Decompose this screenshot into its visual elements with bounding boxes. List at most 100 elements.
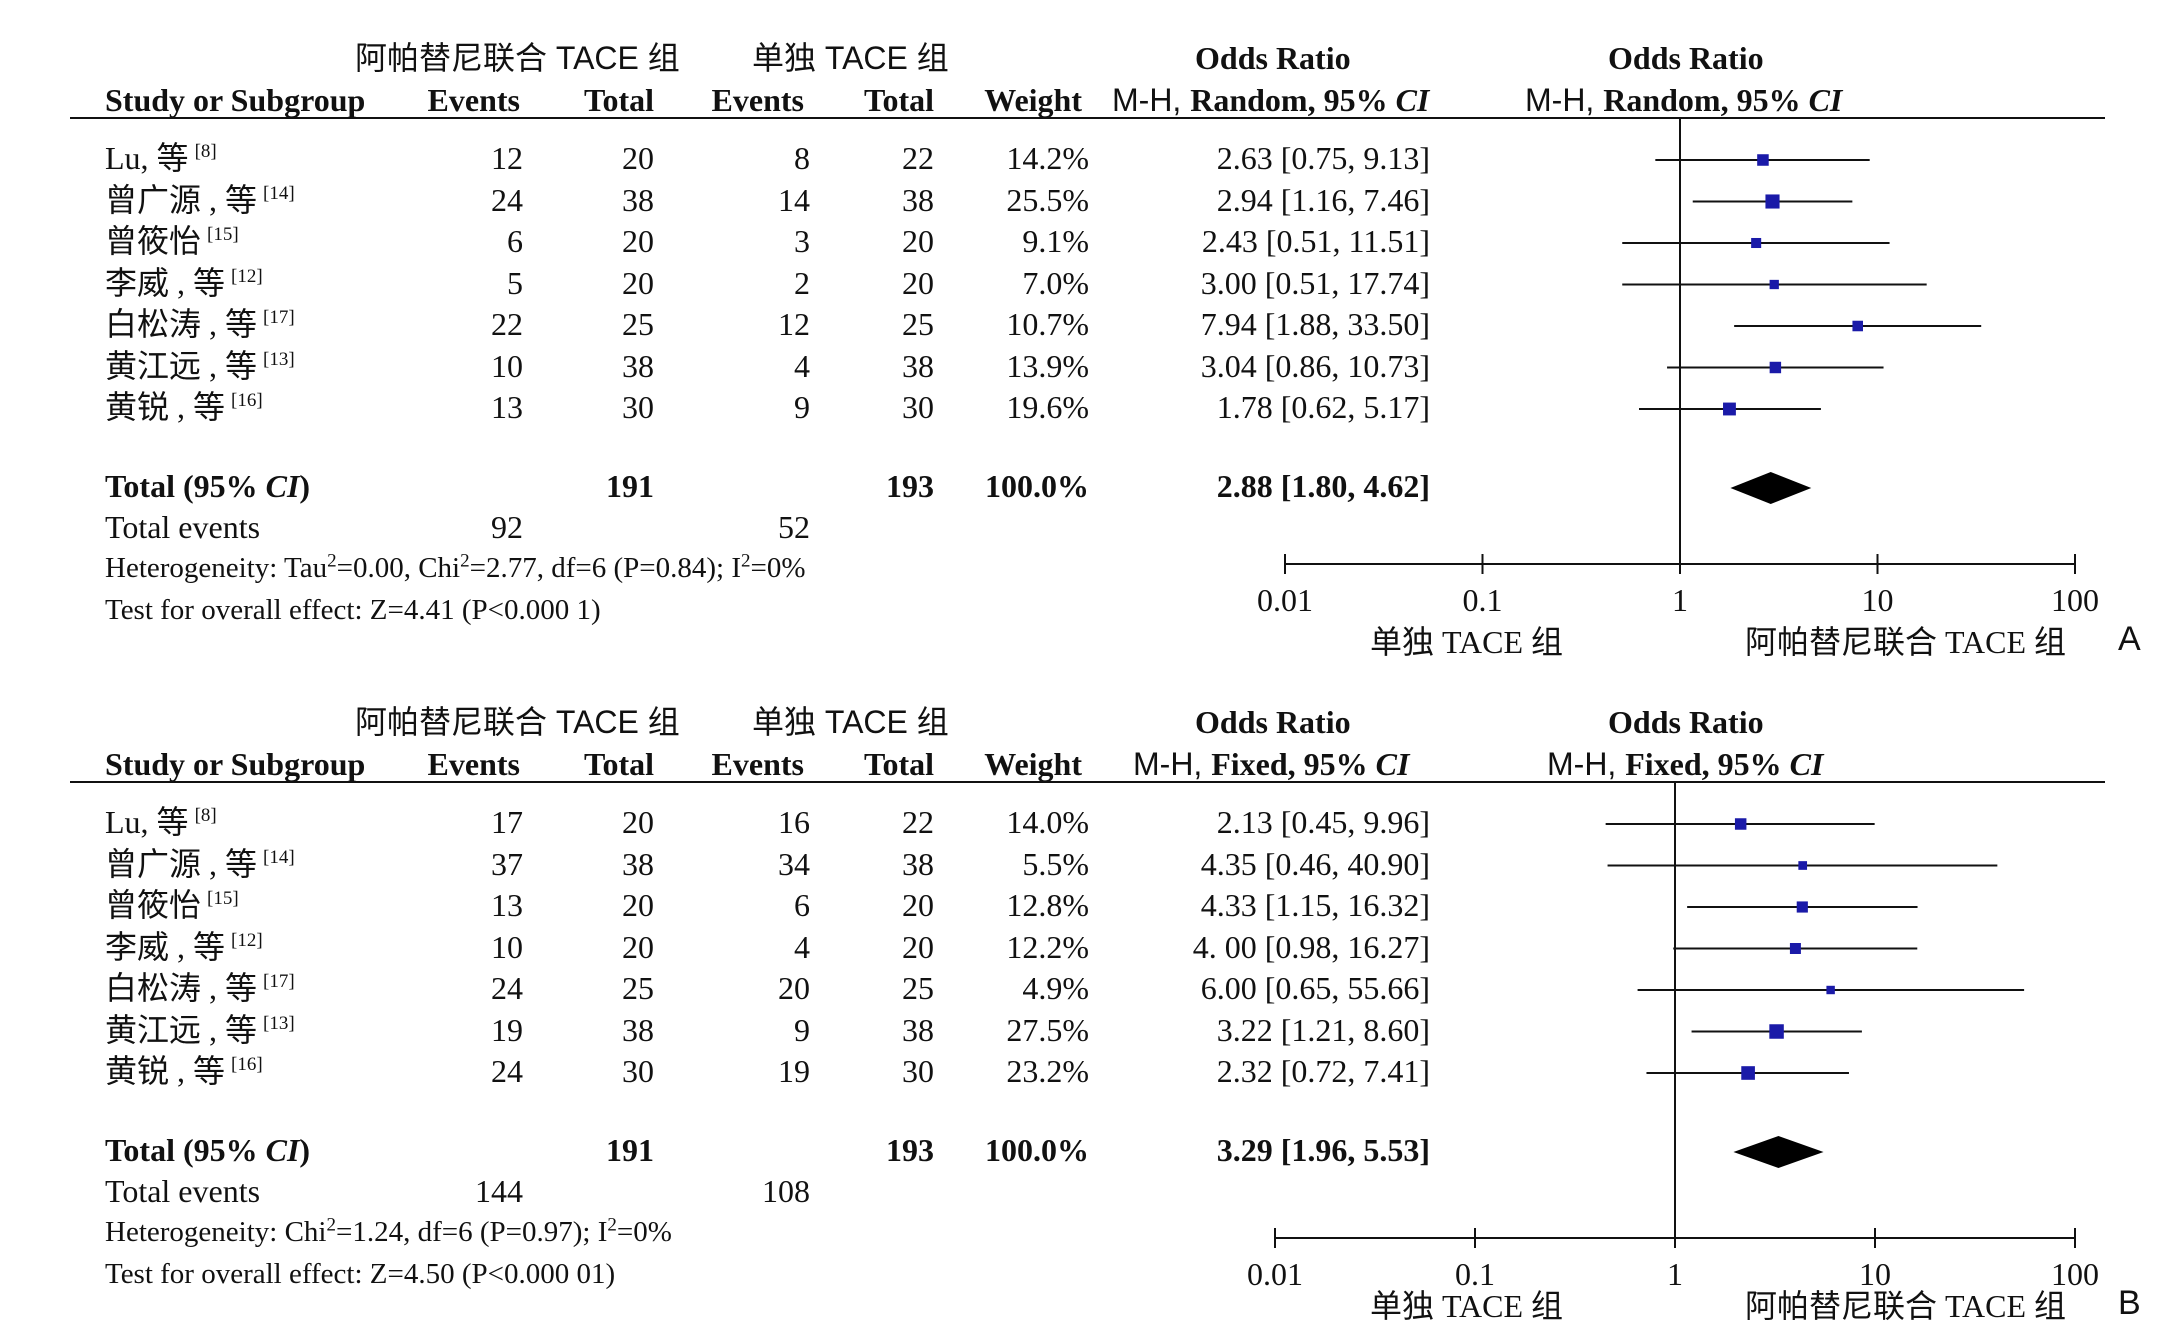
panel-letter: B [2118, 1284, 2141, 1322]
cell-e2: 9 [794, 389, 810, 425]
cell-or_text: 4. 00 [0.98, 16.27] [1192, 928, 1430, 965]
cell-t1: 25 [622, 306, 654, 342]
axis-left-label: 单独 TACE 组 [1370, 1288, 1563, 1324]
study-name: 黄江远 , 等 [13] [105, 1011, 295, 1048]
cell-t2: 20 [902, 264, 934, 301]
cell-t2: 25 [902, 970, 934, 1006]
panel-letter: A [2118, 620, 2141, 658]
study-name: 曾筱怡 [15] [105, 223, 239, 259]
cell-e1: 22 [491, 306, 523, 342]
cell-t1: 20 [622, 223, 654, 259]
cell-t2: 20 [902, 928, 934, 965]
total-row-label: Total (95% CI) [105, 1132, 311, 1168]
cell-weight: 9.1% [1022, 223, 1089, 259]
cell-t2: 20 [902, 223, 934, 259]
cell-t1: 20 [622, 804, 654, 840]
cell-or_text: 2.13 [0.45, 9.96] [1216, 804, 1430, 840]
cell-or_text: 3.22 [1.21, 8.60] [1216, 1011, 1430, 1048]
cell-e1: 19 [491, 1011, 523, 1048]
cell-weight: 12.8% [1006, 887, 1089, 923]
cell-e2: 4 [794, 928, 810, 965]
cell-weight: 23.2% [1006, 1053, 1089, 1089]
cell-e1: 24 [491, 181, 523, 218]
cell-t1: 38 [622, 347, 654, 384]
total-exp: 191 [606, 1132, 654, 1168]
study-name: 黄江远 , 等 [13] [105, 347, 295, 384]
cell-e2: 20 [778, 970, 810, 1006]
cell-e1: 5 [507, 264, 523, 301]
cell-t1: 20 [622, 140, 654, 176]
point-estimate-marker [1723, 402, 1736, 416]
axis-left-label: 单独 TACE 组 [1370, 624, 1563, 660]
cell-or_text: 4.33 [1.15, 16.32] [1200, 887, 1430, 923]
cell-t1: 25 [622, 970, 654, 1006]
total-events-ctrl: 108 [762, 1173, 810, 1209]
x-tick-label: 0.01 [1257, 582, 1313, 618]
x-tick-label: 0.1 [1463, 582, 1503, 618]
total-exp-header: Total [584, 82, 654, 118]
cell-or_text: 6.00 [0.65, 55.66] [1200, 970, 1430, 1006]
overall-effect-text: Test for overall effect: Z=4.41 (P<0.000… [105, 594, 601, 626]
x-tick-label: 0.01 [1247, 1256, 1303, 1292]
study-name: 黄锐 , 等 [16] [105, 389, 263, 425]
cell-t2: 30 [902, 1053, 934, 1089]
cell-weight: 10.7% [1006, 306, 1089, 342]
cell-or_text: 4.35 [0.46, 40.90] [1200, 845, 1430, 882]
events-exp-header: Events [427, 746, 520, 782]
cell-or_text: 2.63 [0.75, 9.13] [1216, 140, 1430, 176]
cell-t1: 38 [622, 845, 654, 882]
cell-weight: 25.5% [1006, 181, 1089, 218]
heterogeneity-text: Heterogeneity: Tau2=0.00, Chi2=2.77, df=… [105, 550, 806, 584]
cell-weight: 7.0% [1022, 264, 1089, 301]
cell-t1: 20 [622, 264, 654, 301]
cell-or_text: 3.04 [0.86, 10.73] [1200, 347, 1430, 384]
or-column-title: Odds Ratio [1195, 40, 1351, 76]
cell-e1: 10 [491, 347, 523, 384]
study-name: Lu, 等 [8] [105, 804, 217, 840]
cell-weight: 14.2% [1006, 140, 1089, 176]
x-tick-label: 100 [2051, 1256, 2099, 1292]
total-ctrl: 193 [886, 468, 934, 504]
cell-t1: 30 [622, 389, 654, 425]
total-ctrl-header: Total [864, 82, 934, 118]
cell-e2: 12 [778, 306, 810, 342]
cell-e1: 13 [491, 887, 523, 923]
plot-method-header: M-H, Random, 95% CI [1525, 82, 1843, 118]
forest-panel-a: 阿帕替尼联合 TACE 组 单独 TACE 组 Odds Ratio Odds … [0, 0, 2180, 660]
cell-t1: 30 [622, 1053, 654, 1089]
point-estimate-marker [1796, 901, 1808, 913]
events-exp-header: Events [427, 82, 520, 118]
x-tick-label: 10 [1862, 582, 1894, 618]
weight-header: Weight [984, 746, 1082, 782]
cell-weight: 12.2% [1006, 928, 1089, 965]
x-tick-label: 1 [1667, 1256, 1683, 1292]
cell-t2: 38 [902, 181, 934, 218]
cell-or_text: 3.00 [0.51, 17.74] [1200, 264, 1430, 301]
cell-t2: 25 [902, 306, 934, 342]
cell-e1: 37 [491, 845, 523, 882]
point-estimate-marker [1741, 1066, 1755, 1080]
cell-or_text: 2.32 [0.72, 7.41] [1216, 1053, 1430, 1089]
cell-t2: 22 [902, 140, 934, 176]
point-estimate-marker [1765, 194, 1780, 209]
cell-e1: 17 [491, 804, 523, 840]
point-estimate-marker [1769, 279, 1779, 290]
cell-e1: 24 [491, 970, 523, 1006]
cell-t2: 38 [902, 845, 934, 882]
total-or: 3.29 [1.96, 5.53] [1216, 1132, 1430, 1168]
forest-plot-b: 0.01 0.1 1 10 100 [1247, 782, 2099, 1292]
cell-t2: 22 [902, 804, 934, 840]
cell-weight: 5.5% [1022, 845, 1089, 882]
forest-panel-b: 阿帕替尼联合 TACE 组 单独 TACE 组 Odds Ratio Odds … [0, 664, 2180, 1324]
plot-column-title: Odds Ratio [1608, 704, 1764, 740]
point-estimate-marker [1769, 1024, 1784, 1039]
cell-e1: 12 [491, 140, 523, 176]
experimental-group-label: 阿帕替尼联合 TACE 组 [355, 704, 680, 740]
cell-weight: 13.9% [1006, 347, 1089, 384]
cell-e1: 24 [491, 1053, 523, 1089]
cell-t2: 38 [902, 1011, 934, 1048]
total-events-exp: 144 [475, 1173, 523, 1209]
cell-e2: 19 [778, 1053, 810, 1089]
axis-right-label: 阿帕替尼联合 TACE 组 [1745, 624, 2066, 660]
total-events-exp: 92 [491, 509, 523, 545]
